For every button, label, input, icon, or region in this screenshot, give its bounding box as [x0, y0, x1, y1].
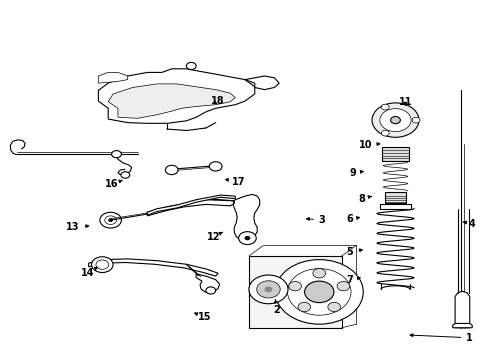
- Text: 4: 4: [463, 219, 476, 229]
- Polygon shape: [249, 256, 342, 328]
- Polygon shape: [196, 274, 220, 293]
- Text: 12: 12: [206, 232, 223, 242]
- Text: 5: 5: [347, 247, 363, 257]
- Bar: [382, 147, 409, 161]
- Text: 1: 1: [410, 333, 473, 343]
- Circle shape: [380, 109, 411, 132]
- Circle shape: [121, 172, 130, 178]
- Polygon shape: [10, 140, 25, 154]
- Circle shape: [381, 130, 389, 136]
- Circle shape: [92, 257, 113, 273]
- Circle shape: [206, 287, 216, 294]
- Text: 6: 6: [347, 215, 360, 224]
- Circle shape: [328, 302, 341, 312]
- Polygon shape: [89, 259, 218, 276]
- Text: 7: 7: [347, 275, 360, 285]
- Text: 16: 16: [105, 179, 122, 189]
- Bar: [380, 204, 411, 209]
- Circle shape: [105, 216, 117, 225]
- Text: 2: 2: [273, 299, 280, 315]
- Text: 10: 10: [360, 140, 380, 150]
- Text: 14: 14: [81, 267, 98, 278]
- Circle shape: [165, 165, 178, 175]
- Polygon shape: [455, 291, 470, 328]
- Circle shape: [100, 212, 122, 228]
- Circle shape: [112, 150, 122, 158]
- Polygon shape: [98, 69, 255, 123]
- Polygon shape: [245, 76, 279, 90]
- Circle shape: [381, 104, 389, 110]
- Circle shape: [305, 281, 334, 303]
- Text: 11: 11: [398, 97, 412, 107]
- Circle shape: [249, 275, 288, 304]
- Text: 8: 8: [359, 194, 371, 204]
- Circle shape: [337, 282, 350, 291]
- Polygon shape: [108, 84, 235, 118]
- Text: 3: 3: [307, 215, 325, 225]
- Text: 15: 15: [195, 312, 212, 322]
- Circle shape: [313, 269, 326, 278]
- Text: 9: 9: [349, 168, 363, 178]
- Polygon shape: [147, 195, 235, 215]
- Text: 13: 13: [66, 222, 89, 231]
- Circle shape: [275, 260, 363, 324]
- Text: 17: 17: [225, 177, 246, 187]
- Circle shape: [289, 282, 301, 291]
- Circle shape: [257, 281, 280, 298]
- Circle shape: [265, 287, 272, 292]
- Circle shape: [209, 162, 222, 171]
- Text: 18: 18: [211, 96, 225, 106]
- Bar: [385, 192, 406, 203]
- Circle shape: [298, 302, 311, 312]
- Circle shape: [372, 103, 419, 137]
- Circle shape: [239, 231, 256, 244]
- Circle shape: [96, 260, 109, 269]
- Polygon shape: [186, 199, 234, 206]
- Circle shape: [245, 236, 250, 240]
- Circle shape: [412, 117, 420, 123]
- Circle shape: [186, 62, 196, 69]
- Circle shape: [108, 219, 113, 222]
- Polygon shape: [98, 72, 128, 83]
- Circle shape: [288, 269, 351, 315]
- Polygon shape: [453, 323, 472, 328]
- Polygon shape: [233, 194, 260, 240]
- Polygon shape: [116, 154, 132, 175]
- Circle shape: [391, 117, 400, 124]
- Polygon shape: [147, 200, 234, 216]
